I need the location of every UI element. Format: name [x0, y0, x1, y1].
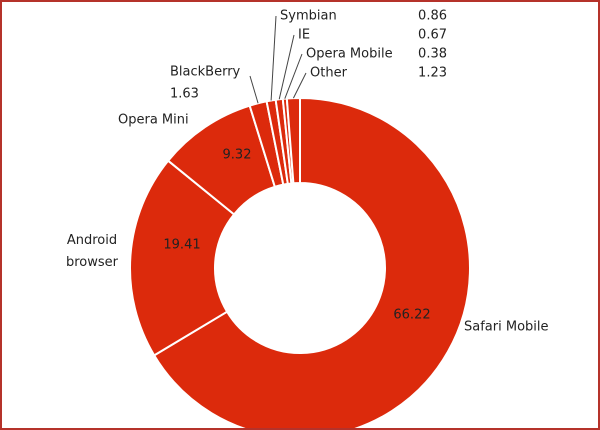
- donut-slice: [152, 96, 471, 428]
- slice-label: Safari Mobile: [464, 320, 549, 335]
- slice-label: Symbian: [280, 9, 337, 24]
- leader-line: [292, 72, 307, 99]
- leader-line: [249, 75, 259, 104]
- slice-label: Android browser: [65, 233, 118, 270]
- value-label: 0.67: [418, 28, 447, 43]
- value-label: 1.63: [170, 87, 199, 102]
- slice-label: Opera Mini: [118, 113, 189, 128]
- value-label: 0.86: [418, 9, 447, 24]
- slice-label: BlackBerry: [170, 65, 241, 80]
- slice-label: Opera Mobile: [306, 47, 393, 62]
- value-label: 1.23: [418, 66, 447, 81]
- leader-line: [270, 15, 277, 101]
- value-label: 66.22: [393, 308, 430, 323]
- value-label: 0.38: [418, 47, 447, 62]
- donut-slice: [129, 159, 236, 357]
- slice-label: IE: [298, 28, 310, 43]
- leader-line: [284, 53, 303, 99]
- slice-label: Other: [310, 66, 348, 81]
- value-label: 19.41: [163, 238, 200, 253]
- value-label: 9.32: [223, 148, 252, 163]
- leader-line: [278, 34, 295, 100]
- donut-slice: [285, 96, 301, 185]
